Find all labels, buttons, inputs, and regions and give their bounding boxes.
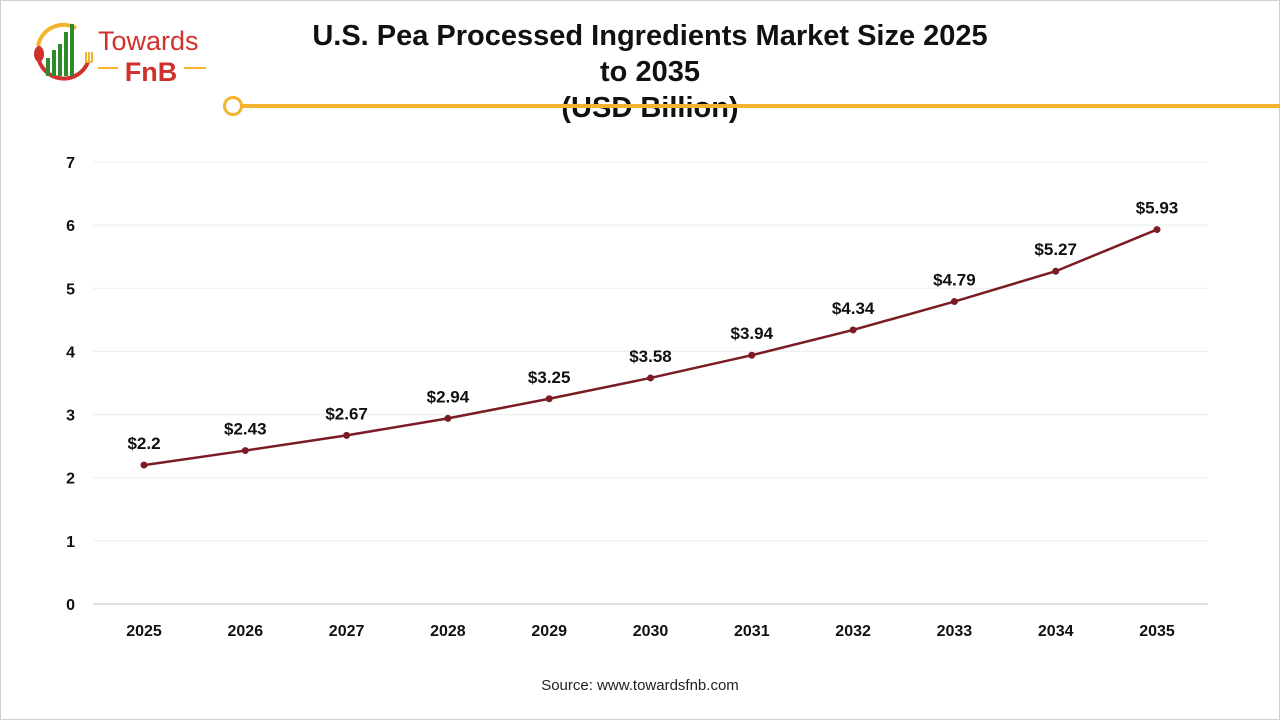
- x-tick-label: 2026: [228, 623, 264, 640]
- x-tick-label: 2025: [126, 623, 162, 640]
- data-label: $3.94: [731, 324, 774, 343]
- data-point: [1052, 267, 1060, 275]
- data-label: $2.94: [427, 387, 470, 406]
- source-note: Source: www.towardsfnb.com: [541, 677, 739, 694]
- x-tick-label: 2029: [531, 623, 567, 640]
- data-point: [343, 431, 351, 439]
- logo-text-towards: Towards: [98, 26, 199, 56]
- y-tick-label: 5: [66, 281, 75, 298]
- data-label: $5.27: [1034, 240, 1077, 259]
- data-point: [444, 414, 452, 422]
- x-tick-label: 2032: [835, 623, 871, 640]
- data-point: [140, 461, 148, 469]
- data-point: [748, 351, 756, 359]
- divider-ring: [223, 96, 243, 116]
- y-tick-label: 1: [66, 534, 75, 551]
- header-divider: [234, 104, 1280, 108]
- y-tick-label: 2: [66, 471, 75, 488]
- chart-title: U.S. Pea Processed Ingredients Market Si…: [300, 18, 1000, 126]
- data-label: $2.2: [127, 434, 160, 453]
- x-tick-label: 2035: [1139, 623, 1175, 640]
- data-point: [1153, 226, 1161, 234]
- x-tick-label: 2028: [430, 623, 466, 640]
- data-label: $5.93: [1136, 199, 1179, 218]
- y-tick-label: 3: [66, 408, 75, 425]
- y-tick-label: 4: [66, 344, 75, 361]
- x-tick-label: 2027: [329, 623, 365, 640]
- y-tick-label: 6: [66, 218, 75, 235]
- data-point: [647, 374, 654, 382]
- towards-fnb-logo: Towards FnB: [34, 22, 206, 87]
- data-point: [849, 326, 857, 334]
- data-label: $2.67: [325, 404, 368, 423]
- title-line-1: U.S. Pea Processed Ingredients Market Si…: [312, 20, 988, 88]
- data-point: [241, 447, 249, 455]
- x-tick-label: 2031: [734, 623, 770, 640]
- logo-text-fnb: FnB: [125, 57, 177, 87]
- data-point: [950, 298, 958, 306]
- data-label: $2.43: [224, 420, 267, 439]
- x-tick-label: 2033: [937, 623, 973, 640]
- data-label: $4.79: [933, 271, 976, 290]
- data-point: [545, 395, 553, 403]
- data-label: $4.34: [832, 299, 875, 318]
- y-tick-label: 7: [66, 155, 75, 172]
- x-tick-label: 2030: [633, 623, 669, 640]
- data-label: $3.58: [629, 347, 672, 366]
- data-label: $3.25: [528, 368, 571, 387]
- x-tick-label: 2034: [1038, 623, 1074, 640]
- title-line-2: (USD Billion): [561, 92, 739, 124]
- y-tick-label: 0: [66, 597, 75, 614]
